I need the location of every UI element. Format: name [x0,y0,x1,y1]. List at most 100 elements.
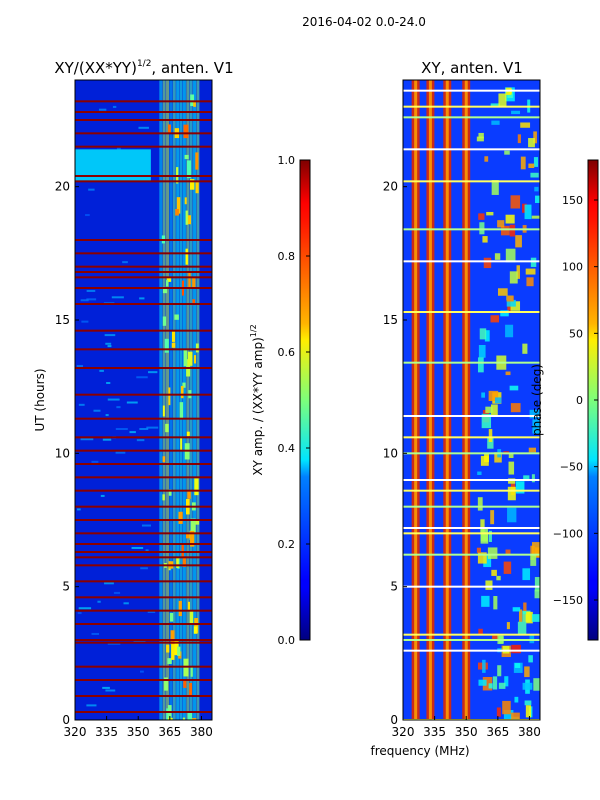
left-band-cell [184,197,187,205]
right-phase-cell [483,554,492,568]
right-phase-cell [488,683,493,689]
right-phase-cell [533,678,540,691]
right-ytick-label: 10 [383,446,398,460]
left-band-column [176,80,180,720]
left-band-cell [168,489,172,496]
right-phase-cell [520,122,531,128]
right-phase-cell [525,611,533,624]
right-phase-cell [482,677,493,691]
left-title-exponent: 1/2 [137,59,151,69]
left-heatmap-frame [74,79,213,721]
right-phase-stripe-core [445,80,449,720]
left-texture-cell [102,686,110,689]
colorbar-2: −150 −100 −50 0 50 100 150 phase (deg) [530,159,599,641]
left-texture-cell [122,261,128,264]
left-band-cell [191,718,197,720]
left-texture-cell [131,546,144,549]
right-phase-cell [511,712,520,720]
left-band-cell [195,152,199,170]
left-band-cell [174,314,179,320]
left-texture-cell [107,345,112,348]
left-saturated-row [75,417,212,420]
left-band-column [179,80,183,720]
left-band-cell [176,557,179,568]
right-phase-cell [498,682,506,689]
left-saturated-row [75,436,212,439]
right-phase-cell [526,277,534,287]
right-flag-line [403,585,540,588]
right-phase-cell [511,110,521,115]
left-band-cell [190,518,196,534]
left-texture-cell [139,670,144,673]
left-band-cell [178,511,183,524]
right-phase-cell [533,131,537,144]
left-band-cell [189,179,195,190]
right-phase-cell [517,134,521,144]
left-texture-cell [112,105,117,108]
right-phase-cell [510,403,521,413]
right-phase-cell [528,138,535,148]
right-phase-cell [498,93,507,108]
left-saturated-row [75,489,212,492]
left-texture-cell [129,431,136,434]
right-phase-cell [528,655,533,663]
right-phase-cell [525,705,531,718]
right-phase-cell [480,532,489,544]
left-saturated-row [75,596,212,599]
right-phase-cell [517,621,527,636]
right-phase-cell [477,357,484,373]
right-heatmap-frame [402,79,541,721]
right-phase-cell [477,552,487,564]
left-saturated-row [75,329,212,332]
right-phase-cell [505,248,516,263]
right-phase-cell [502,700,511,715]
left-texture-cell [97,600,101,603]
colorbar-1-label-main: XY amp. / (XX*YY amp) [251,337,265,475]
left-band-cell [183,124,189,139]
left-panel: XY/(XX*YY)1/2, anten. V1 320 335 350 365 380… [33,59,234,739]
left-saturated-row [75,639,212,641]
right-phase-cell [497,288,508,296]
left-saturated-row [75,393,212,396]
colorbar-2-tick-label: 100 [562,261,583,274]
left-band-cell [195,343,199,353]
right-phase-cell [525,268,536,275]
right-phase-cell [509,385,519,391]
left-texture-cell [78,403,85,406]
left-saturated-row [75,348,212,351]
right-phase-cell [511,644,521,654]
left-title-main: XY/(XX*YY) [54,59,137,77]
left-band-cell [185,210,188,225]
left-texture-cell [80,299,89,302]
right-phase-stripe-core [428,80,432,720]
colorbar-2-tick-label: −150 [553,594,583,607]
right-phase-cell [480,519,485,533]
right-phase-cell [512,607,521,612]
left-texture-cell [107,398,120,401]
right-flag-line [403,436,540,439]
right-phase-cell [534,577,540,592]
right-phase-cell [481,392,486,398]
left-texture-cell [76,365,84,368]
left-texture-cell [146,426,159,429]
left-band-cell [183,679,187,688]
left-texture-cell [115,428,128,431]
left-saturated-row [75,476,212,479]
right-phase-cell [485,406,493,413]
right-phase-cell [508,478,516,484]
left-band-cell [165,423,169,433]
left-band-cell [180,436,183,452]
right-phase-cell [506,622,510,630]
colorbar-2-tick-label: 0 [576,394,583,407]
right-flag-line [403,148,540,151]
left-band-cell [186,532,190,539]
left-band-cell [194,618,199,634]
right-phase-cell [482,659,486,673]
right-flag-line [403,116,540,119]
left-band-cell [188,271,191,289]
right-phase-cell [478,679,487,686]
right-phase-cell [476,136,484,142]
left-texture-cell [107,642,121,645]
right-phase-cell [524,666,530,678]
right-phase-cell [531,542,540,557]
